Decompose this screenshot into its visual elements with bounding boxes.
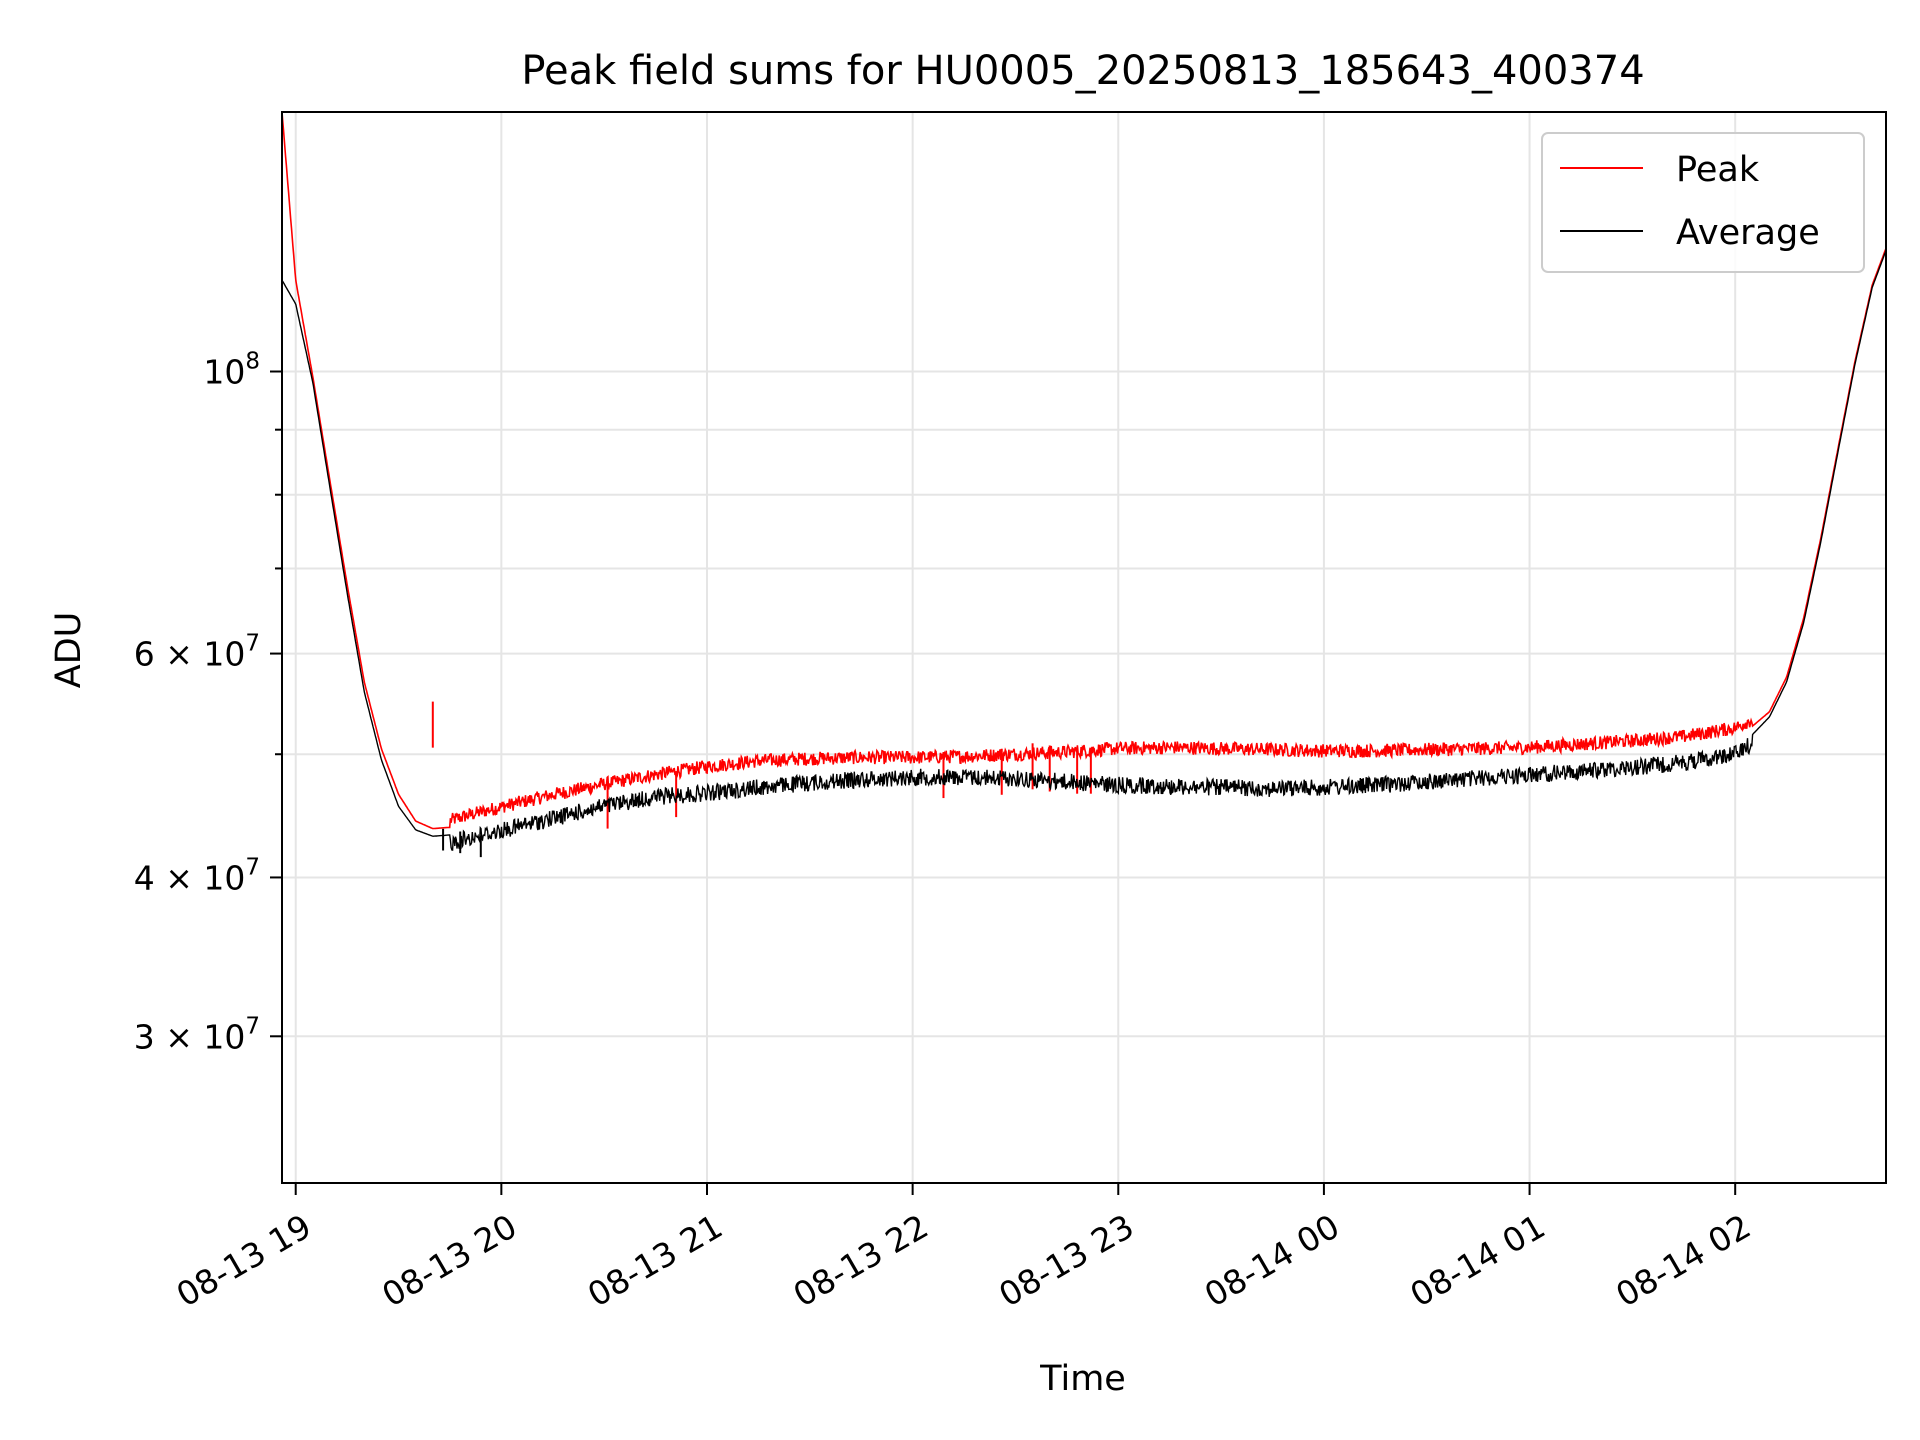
y-tick-label: 4 × 107 — [134, 854, 260, 897]
y-tick-label: 3 × 107 — [134, 1013, 260, 1056]
y-tick-label: 6 × 107 — [134, 631, 260, 674]
y-axis-label: ADU — [49, 612, 89, 689]
series-line-average — [282, 250, 1886, 851]
x-axis-label: Time — [1039, 1359, 1126, 1399]
legend-label-peak: Peak — [1676, 150, 1760, 190]
series-group — [282, 112, 1886, 858]
chart-title: Peak field sums for HU0005_20250813_1856… — [521, 48, 1644, 94]
grid — [282, 112, 1886, 1183]
legend: Peak Average — [1541, 132, 1865, 273]
series-line-peak — [282, 112, 1886, 830]
plot-area — [282, 112, 1886, 858]
axes-frame — [281, 111, 1887, 1184]
y-tick-label: 108 — [203, 349, 260, 392]
legend-label-average: Average — [1676, 213, 1820, 253]
